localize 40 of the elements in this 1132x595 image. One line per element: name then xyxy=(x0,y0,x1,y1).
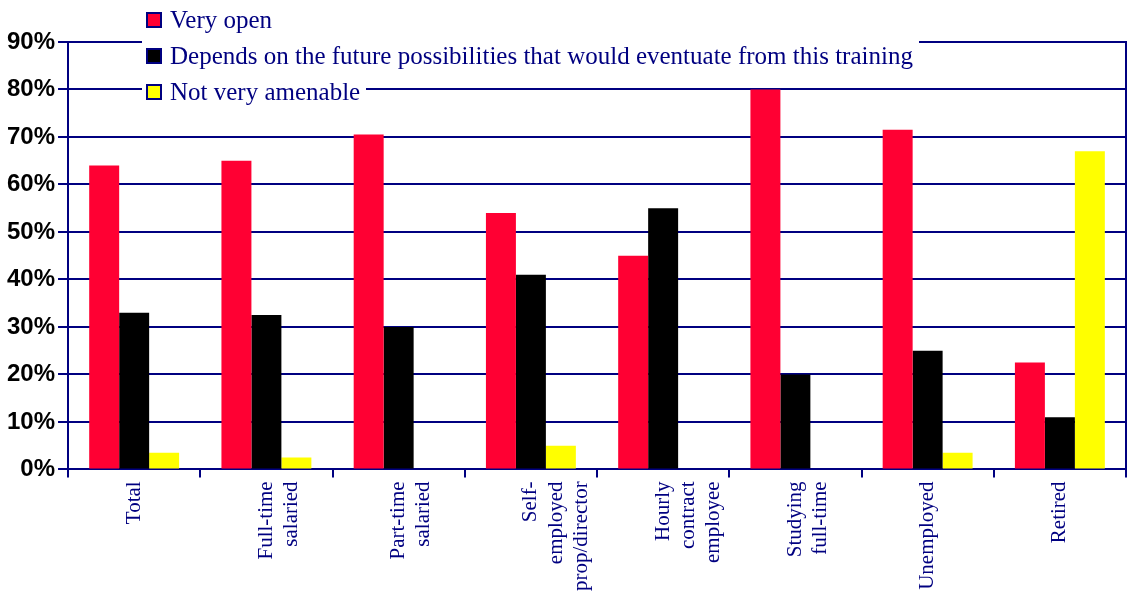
x-tick-label: Total xyxy=(120,481,145,525)
bar xyxy=(251,315,282,469)
bar xyxy=(942,452,973,469)
bar xyxy=(515,274,546,469)
y-tick-label: 50% xyxy=(6,216,56,244)
bar xyxy=(780,374,811,469)
y-tick-label: 60% xyxy=(6,169,56,197)
legend-label: Not very amenable xyxy=(170,77,361,107)
y-tick-label: 80% xyxy=(6,74,56,102)
bar xyxy=(912,350,943,469)
y-tick-label: 90% xyxy=(6,26,56,54)
y-tick-label: 70% xyxy=(6,121,56,149)
bar xyxy=(1074,151,1105,469)
x-tick-label: Studying full-time xyxy=(781,480,832,558)
bar xyxy=(648,208,679,469)
bar xyxy=(383,326,414,469)
y-tick-label: 10% xyxy=(6,406,56,434)
bar xyxy=(1014,362,1045,469)
x-tick-label: Full-time salaried xyxy=(252,480,303,560)
bar xyxy=(119,312,150,469)
bar xyxy=(221,160,252,469)
bar xyxy=(149,452,180,469)
y-tick-label: 20% xyxy=(6,359,56,387)
bar xyxy=(89,165,120,469)
bar xyxy=(618,255,649,469)
legend-label: Very open xyxy=(170,5,273,35)
bar xyxy=(281,457,312,469)
bar xyxy=(882,129,913,469)
x-tick-label: Retired xyxy=(1046,480,1071,544)
bar xyxy=(485,212,516,469)
y-tick-label: 0% xyxy=(20,454,56,481)
y-tick-label: 30% xyxy=(6,311,56,339)
bar xyxy=(353,134,384,469)
legend-label: Depends on the future possibilities that would eventuate from this training xyxy=(170,41,913,71)
bar xyxy=(545,445,576,469)
bar xyxy=(1044,417,1075,469)
x-tick-label: Unemployed xyxy=(914,480,939,590)
x-tick-label: Part-time salaried xyxy=(385,480,435,560)
y-tick-label: 40% xyxy=(6,264,56,292)
bar xyxy=(750,89,781,469)
